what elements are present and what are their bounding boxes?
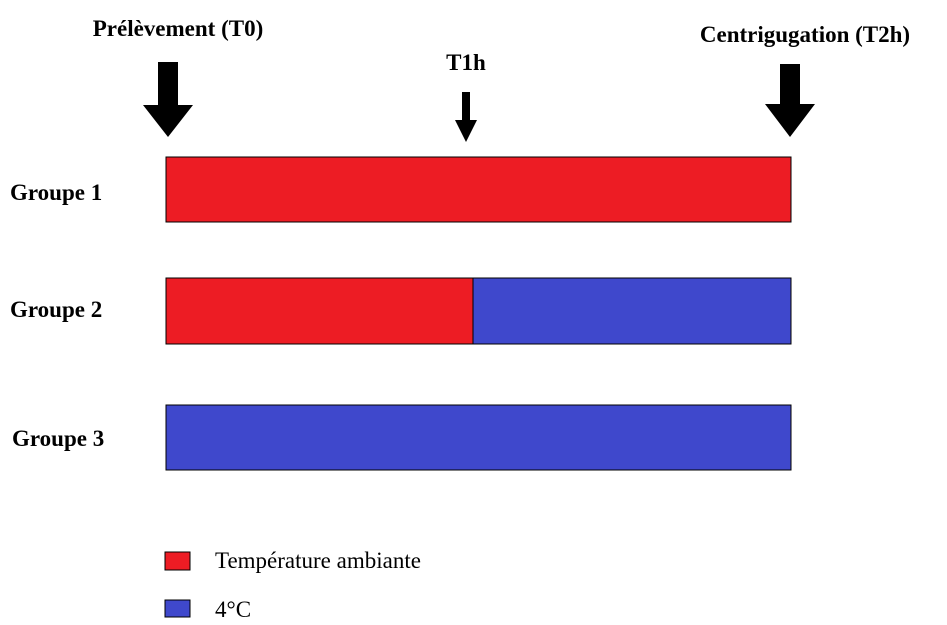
group-label: Groupe 2 bbox=[10, 297, 102, 322]
bar-cold bbox=[165, 404, 792, 471]
middle-label: T1h bbox=[446, 50, 486, 75]
legend-swatch bbox=[164, 599, 191, 618]
start-label: Prélèvement (T0) bbox=[93, 16, 264, 41]
legend-label: Température ambiante bbox=[215, 548, 421, 573]
start-arrow bbox=[143, 62, 193, 137]
group-label: Groupe 1 bbox=[10, 180, 102, 205]
bar-cold bbox=[472, 277, 792, 345]
end-arrow bbox=[765, 64, 815, 137]
bar-ambient bbox=[165, 277, 474, 345]
bar-ambient bbox=[165, 156, 792, 223]
middle-arrow bbox=[455, 92, 477, 142]
legend-swatch bbox=[164, 551, 191, 571]
legend-label: 4°C bbox=[215, 597, 251, 622]
end-label: Centrigugation (T2h) bbox=[700, 22, 910, 47]
group-label: Groupe 3 bbox=[12, 426, 104, 451]
